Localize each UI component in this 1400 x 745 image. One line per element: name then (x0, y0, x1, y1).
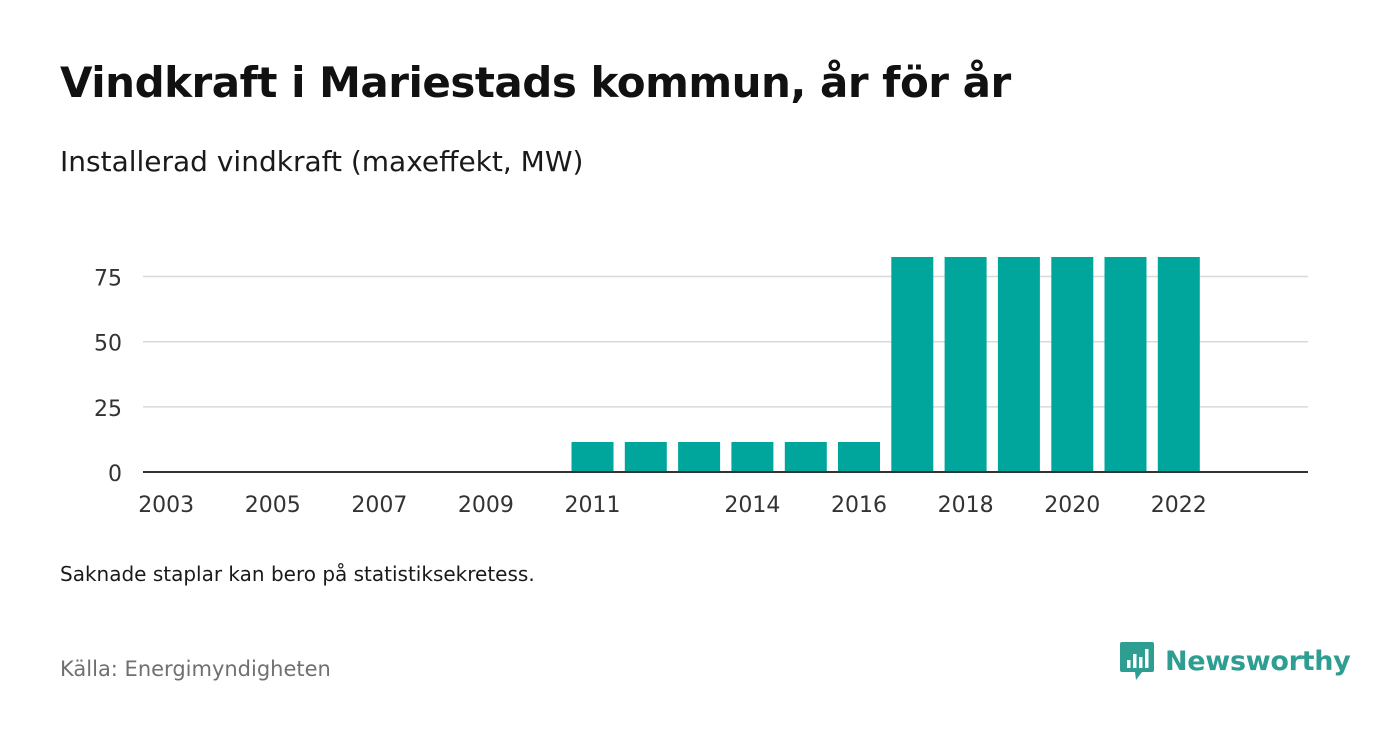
x-tick-label: 2022 (1151, 493, 1207, 518)
x-tick-label: 2016 (831, 493, 887, 518)
chart-title: Vindkraft i Mariestads kommun, år för år (60, 58, 1011, 107)
y-tick-label: 50 (94, 332, 122, 357)
newsworthy-logo-icon (1120, 642, 1154, 680)
y-tick-label: 75 (94, 267, 122, 292)
bar-2015 (784, 442, 827, 472)
source-label: Källa: Energimyndigheten (60, 657, 331, 681)
chart-subtitle: Installerad vindkraft (maxeffekt, MW) (60, 145, 584, 178)
bar-2018 (944, 257, 987, 472)
bar-2011 (571, 442, 614, 472)
bar-2016 (838, 442, 880, 472)
missing-bars-note: Saknade staplar kan bero på statistiksek… (60, 562, 535, 586)
x-tick-label: 2020 (1044, 493, 1100, 518)
bar-2022 (1157, 257, 1200, 472)
bar-2017 (891, 257, 934, 472)
bar-2012 (624, 442, 667, 472)
bar-2019 (997, 257, 1040, 472)
x-tick-label: 2011 (565, 493, 621, 518)
bar-2021 (1104, 257, 1147, 472)
x-tick-label: 2014 (724, 493, 780, 518)
bar-chart: 0 25 50 75 2003 2005 2007 2009 2011 2014 2016 2018 2… (94, 257, 1308, 518)
bar-2013 (678, 442, 721, 472)
bar-2014 (731, 442, 774, 472)
bars (571, 257, 1200, 472)
x-tick-label: 2005 (245, 493, 301, 518)
x-tick-label: 2018 (938, 493, 994, 518)
bar-2020 (1051, 257, 1094, 472)
y-tick-label: 0 (108, 462, 122, 487)
axes: 0 25 50 75 2003 2005 2007 2009 2011 2014 2016 2018 2… (94, 267, 1308, 518)
x-tick-label: 2007 (351, 493, 407, 518)
y-tick-label: 25 (94, 397, 122, 422)
x-tick-label: 2003 (138, 493, 194, 518)
brand-name: Newsworthy (1165, 645, 1351, 677)
newsworthy-logo: Newsworthy (1119, 640, 1351, 682)
x-tick-label: 2009 (458, 493, 514, 518)
